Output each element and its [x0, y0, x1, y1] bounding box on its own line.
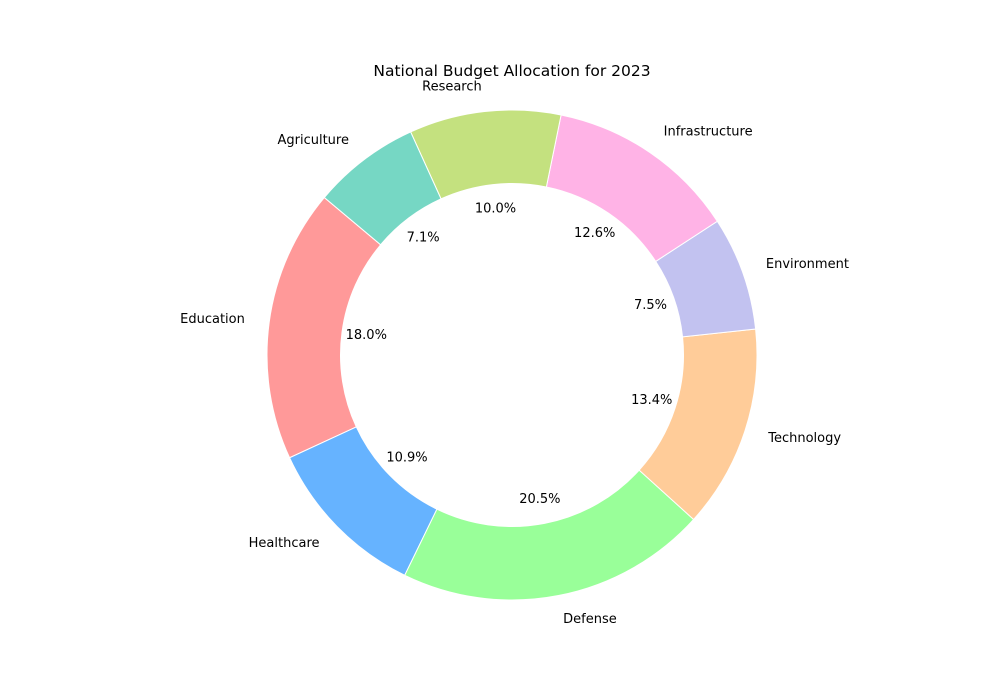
slice-label-infrastructure: Infrastructure: [664, 125, 753, 140]
percent-label-healthcare: 10.9%: [386, 450, 427, 465]
slices-layer: [266, 109, 758, 601]
slice-label-agriculture: Agriculture: [277, 133, 349, 148]
slice-label-environment: Environment: [766, 257, 849, 272]
slice-healthcare: [288, 426, 438, 576]
slice-label-education: Education: [180, 312, 245, 327]
slice-label-technology: Technology: [767, 431, 841, 446]
slice-agriculture: [323, 131, 442, 246]
slice-label-healthcare: Healthcare: [249, 536, 320, 551]
percent-label-defense: 20.5%: [519, 492, 560, 507]
labels-layer: Education 18.0% Healthcare 10.9% Defense 20.5…: [180, 80, 849, 627]
chart-title: National Budget Allocation for 2023: [373, 62, 650, 80]
percent-label-technology: 13.4%: [631, 393, 672, 408]
percent-label-education: 18.0%: [346, 328, 387, 343]
slice-defense: [404, 469, 695, 601]
percent-label-environment: 7.5%: [634, 298, 667, 313]
percent-label-agriculture: 7.1%: [407, 230, 440, 245]
percent-label-research: 10.0%: [475, 201, 516, 216]
slice-label-research: Research: [422, 80, 482, 95]
percent-label-infrastructure: 12.6%: [574, 226, 615, 241]
slice-label-defense: Defense: [563, 612, 617, 627]
